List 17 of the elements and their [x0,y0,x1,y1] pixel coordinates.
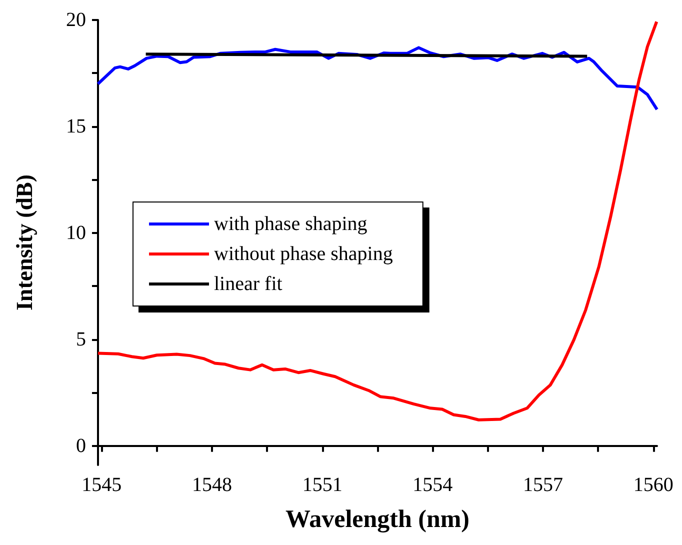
legend-label: without phase shaping [214,243,393,265]
legend-label: with phase shaping [214,213,368,235]
x-tick-label: 1560 [633,474,674,496]
x-axis-title: Wavelength (nm) [285,506,470,533]
x-tick-label: 1548 [192,474,232,496]
y-tick-label: 20 [66,9,86,31]
x-tick-label: 1554 [412,474,453,496]
y-axis-title: Intensity (dB) [12,174,37,311]
x-tick-label: 1545 [82,474,122,496]
y-tick-label: 0 [76,434,86,457]
x-tick-label: 1557 [522,474,563,496]
y-tick-label: 5 [76,328,86,350]
y-tick-label: 15 [66,115,86,138]
x-tick-label: 1551 [302,474,342,496]
legend-label: linear fit [214,273,283,295]
y-tick-label: 10 [66,222,86,244]
line-series [96,20,658,422]
